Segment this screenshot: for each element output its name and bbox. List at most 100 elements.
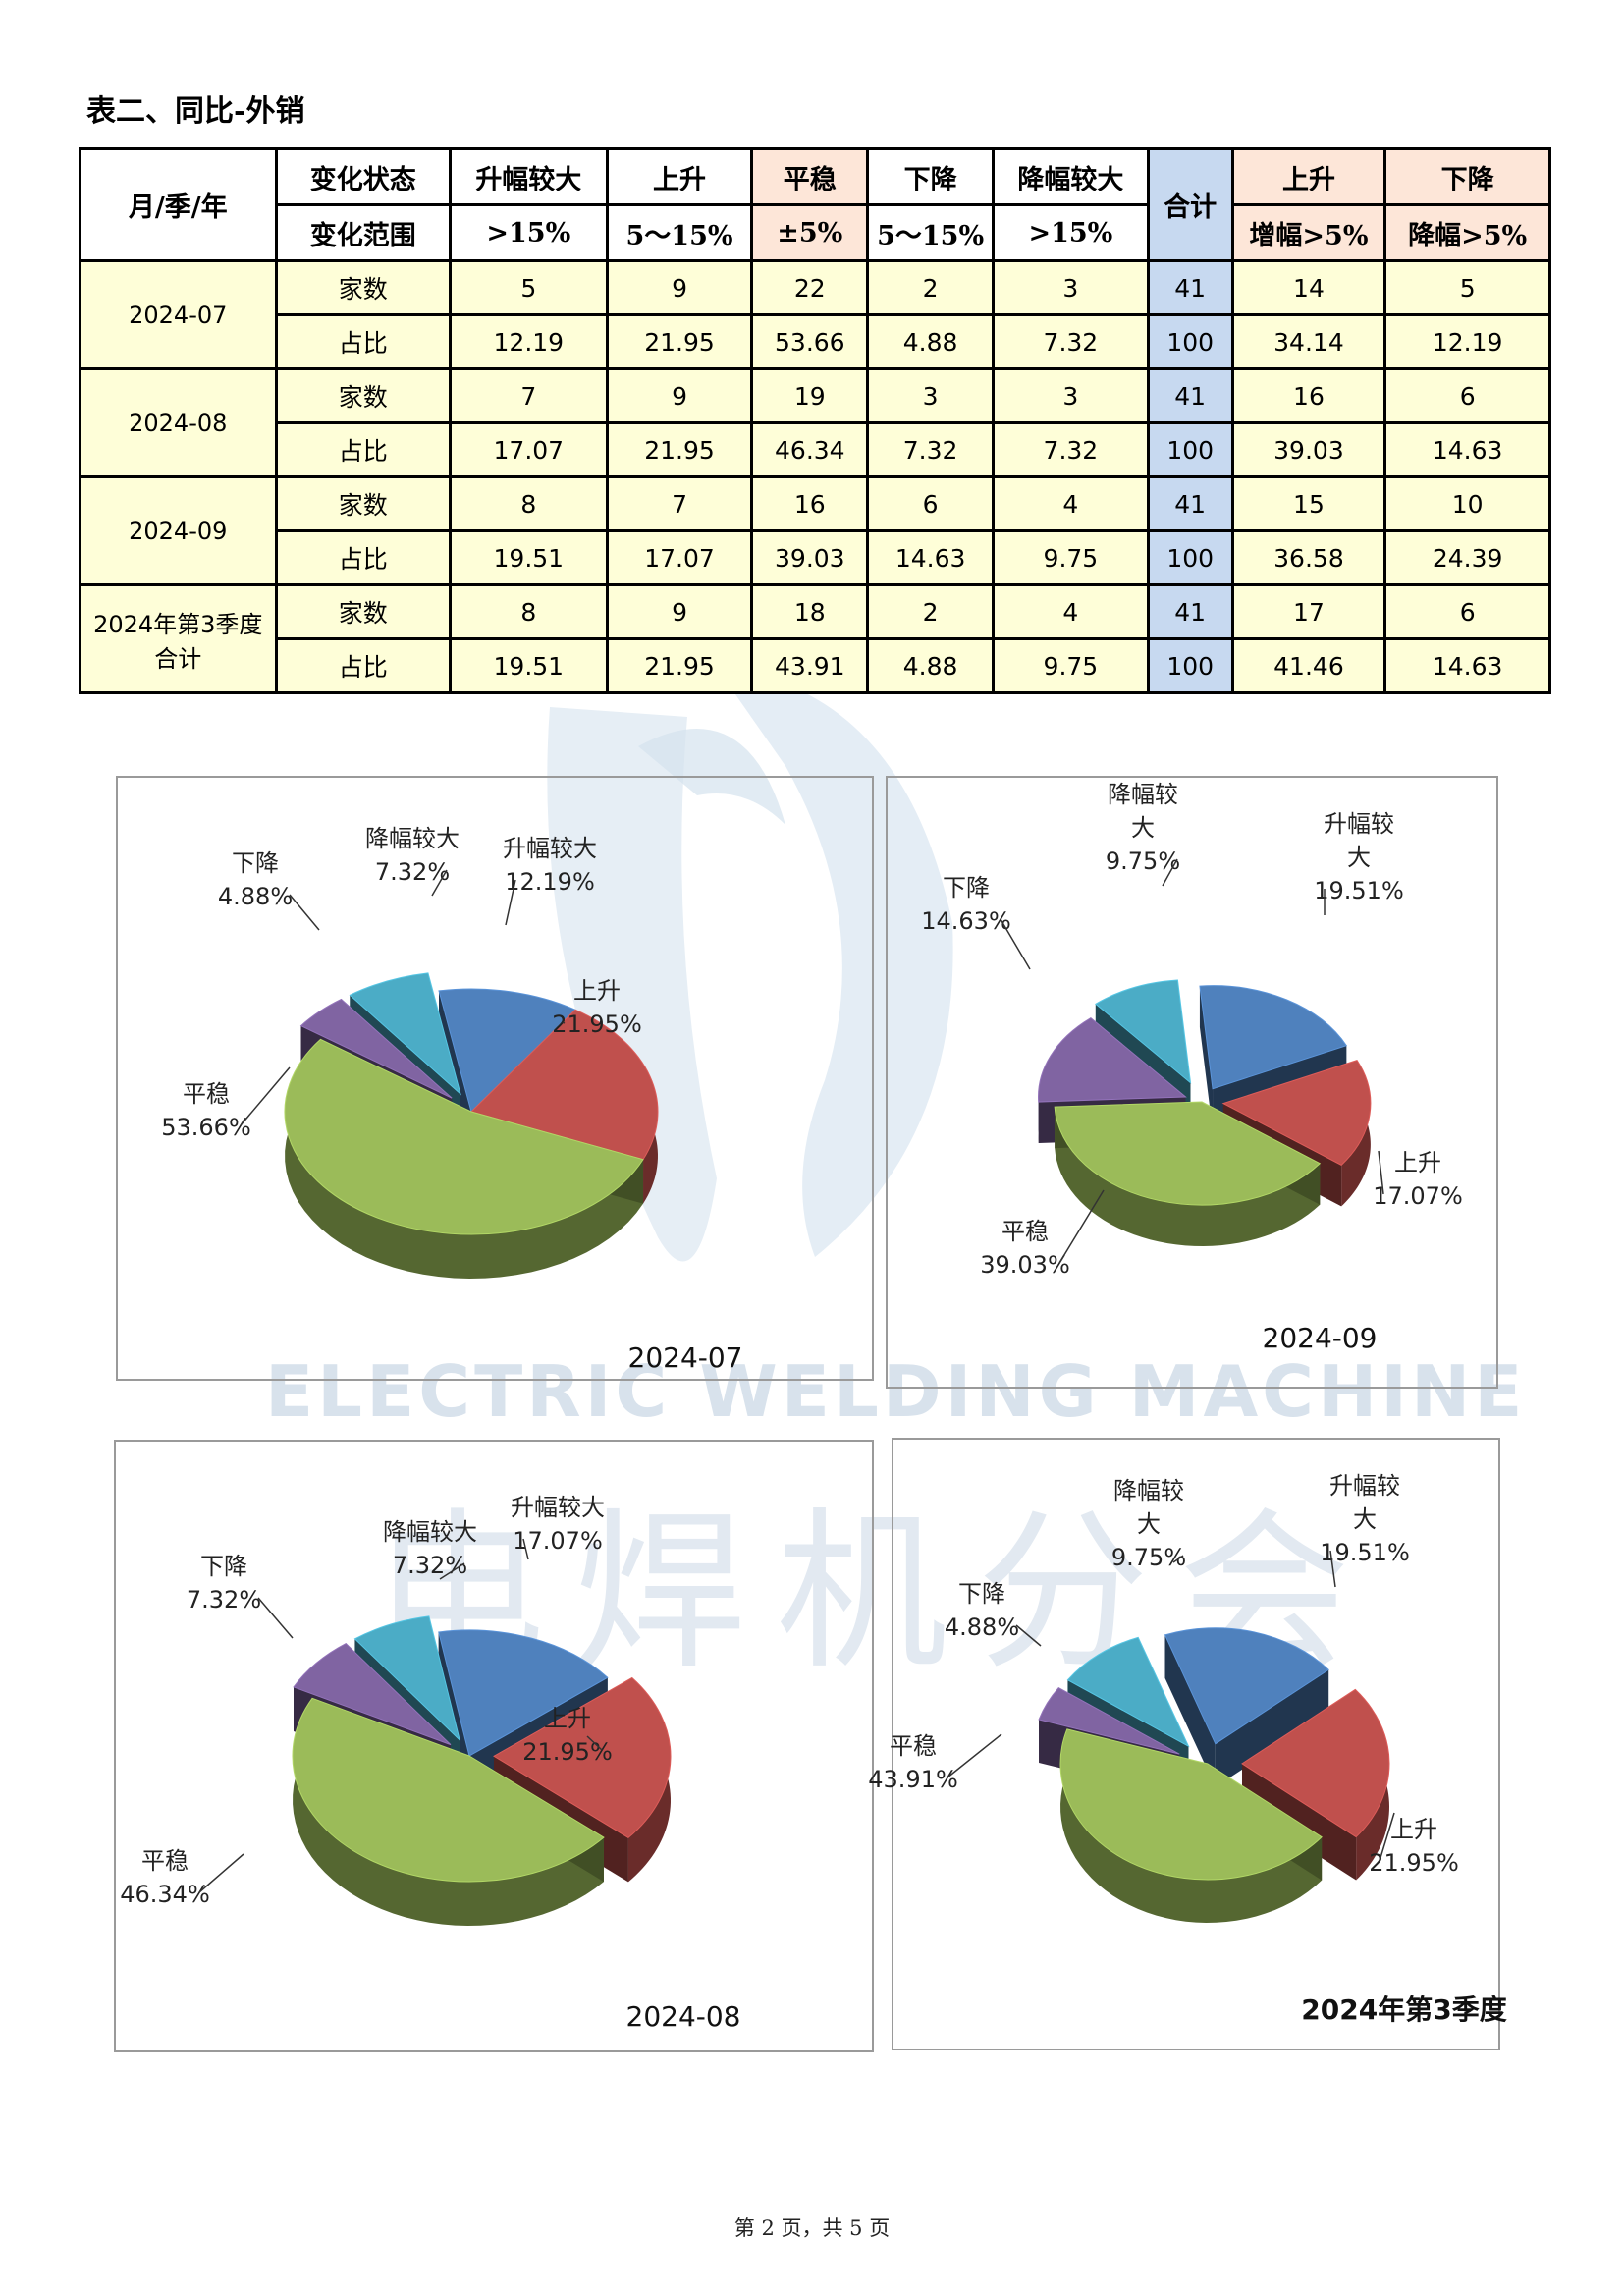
value-cell: 100 [1146,313,1234,370]
slice-name: 大 [1353,1505,1377,1533]
leader-line [1162,858,1178,887]
pie-chart-2024-q3: 升幅较大 19.51% 上升 21.95% 平稳 43.91% 下降 4.88% 降幅较大 9.7… [868,1438,1507,2050]
slice-percent: 9.75% [1111,1544,1186,1571]
leader-line [947,1733,1002,1778]
leader-line [522,1538,529,1560]
slice-label: 降幅较大 9.75% [1106,781,1180,887]
slice-name: 平稳 [183,1080,230,1108]
value-cell: 8 [448,475,609,532]
slice-name: 上升 [573,977,621,1005]
table-corner-header: 月/季/年 [79,147,278,262]
slice-percent: 21.95% [522,1738,613,1766]
value-cell: 39.03 [1230,421,1387,478]
slice-name: 上升 [544,1705,591,1732]
table-row: 占比 17.07 21.95 46.34 7.32 7.32 100 39.03 14.63 [81,421,1551,478]
value-cell: 53.66 [750,313,870,370]
pie-slice-2 [284,1038,644,1279]
value-cell: 4.88 [866,313,996,370]
value-cell: 24.39 [1383,529,1551,586]
value-cell: 14.63 [866,529,996,586]
value-cell: 9 [605,583,754,640]
value-cell: 43.91 [750,637,870,694]
value-cell: 10 [1383,475,1551,532]
header-down: 下降 [1383,147,1551,206]
slice-name: 上升 [1394,1149,1441,1176]
leader-line [257,1597,294,1639]
value-cell: 14 [1230,259,1387,316]
value-cell: 16 [1230,367,1387,424]
slice-percent: 46.34% [120,1881,210,1908]
row-label: 家数 [274,259,452,316]
slice-name: 下降 [232,849,279,877]
value-cell: 9 [605,259,754,316]
slice-percent: 21.95% [552,1011,642,1038]
pie-group [1038,1627,1390,1923]
slice-name: 下降 [200,1553,247,1580]
statistics-table: 月/季/年 变化状态 升幅较大 上升 平稳 下降 降幅较大 合计 上升 下降 变化范围 >15% 5～1… [79,147,1551,694]
row-label: 家数 [274,583,452,640]
value-cell: 4 [992,475,1150,532]
slice-name: 升幅较大 [511,1494,605,1521]
value-cell: 17.07 [448,421,609,478]
row-label: 家数 [274,475,452,532]
pie-slice-2 [1054,1101,1322,1246]
value-cell: 41 [1146,475,1234,532]
slice-name: 升幅较 [1324,810,1394,838]
slice-percent: 4.88% [218,883,293,910]
value-cell: 6 [1383,367,1551,424]
period-cell: 2024-08 [79,367,278,478]
row-label: 占比 [274,529,452,586]
pie-slice-0 [1164,1627,1329,1787]
leader-line [1058,1189,1105,1264]
value-cell: 4.88 [866,637,996,694]
slice-percent: 19.51% [1314,877,1404,904]
slice-name: 降幅较 [1113,1477,1184,1504]
value-cell: 100 [1146,637,1234,694]
value-cell: 41 [1146,259,1234,316]
slice-label: 上升 21.95% [1369,1812,1459,1877]
header-up: 上升 [1230,147,1387,206]
header-range: >15% [448,203,609,262]
slice-percent: 19.51% [1320,1539,1410,1566]
value-cell: 4 [992,583,1150,640]
value-cell: 9.75 [992,529,1150,586]
table-row: 2024-08 家数 7 9 19 3 3 41 16 6 [79,367,1551,478]
pie-slice-2 [292,1697,605,1926]
value-cell: 17 [1230,583,1387,640]
leader-line [1000,918,1031,970]
slice-percent: 7.32% [187,1586,261,1613]
slice-name: 上升 [1390,1816,1437,1843]
value-cell: 6 [866,475,996,532]
table-row: 2024-09 家数 8 7 16 6 4 41 15 10 [79,475,1551,586]
header-state: 下降 [866,147,996,206]
header-state: 上升 [605,147,754,206]
period-cell: 2024年第3季度 合计 [79,583,278,694]
slice-name: 下降 [943,874,990,902]
slice-percent: 17.07% [513,1527,603,1555]
slice-percent: 21.95% [1369,1849,1459,1877]
slice-label: 上升 21.95% [522,1705,613,1766]
leader-line [505,879,516,926]
chart-title: 2024-09 [1263,1322,1378,1354]
slice-label: 平稳 43.91% [868,1732,1002,1793]
slice-label: 上升 21.95% [552,977,642,1038]
header-state: 平稳 [750,147,870,206]
value-cell: 14.63 [1383,637,1551,694]
value-cell: 2 [866,259,996,316]
slice-label: 降幅较大 7.32% [365,825,460,897]
table-row: 2024年第3季度 合计 家数 8 9 18 2 4 41 17 6 [79,583,1551,694]
value-cell: 12.19 [448,313,609,370]
slice-percent: 43.91% [868,1766,958,1793]
watermark-en: ELECTRIC WELDING MACHINE [265,1350,1527,1433]
value-cell: 2 [866,583,996,640]
value-cell: 7.32 [992,421,1150,478]
leader-line [431,869,448,897]
leader-line [562,1021,566,1024]
value-cell: 46.34 [750,421,870,478]
value-cell: 21.95 [605,313,754,370]
slice-label: 升幅较大 12.19% [503,835,597,926]
value-cell: 7 [448,367,609,424]
slice-label: 升幅较大 19.51% [1314,810,1404,915]
slice-percent: 9.75% [1106,847,1180,875]
header-down-range: 降幅>5% [1383,203,1551,262]
